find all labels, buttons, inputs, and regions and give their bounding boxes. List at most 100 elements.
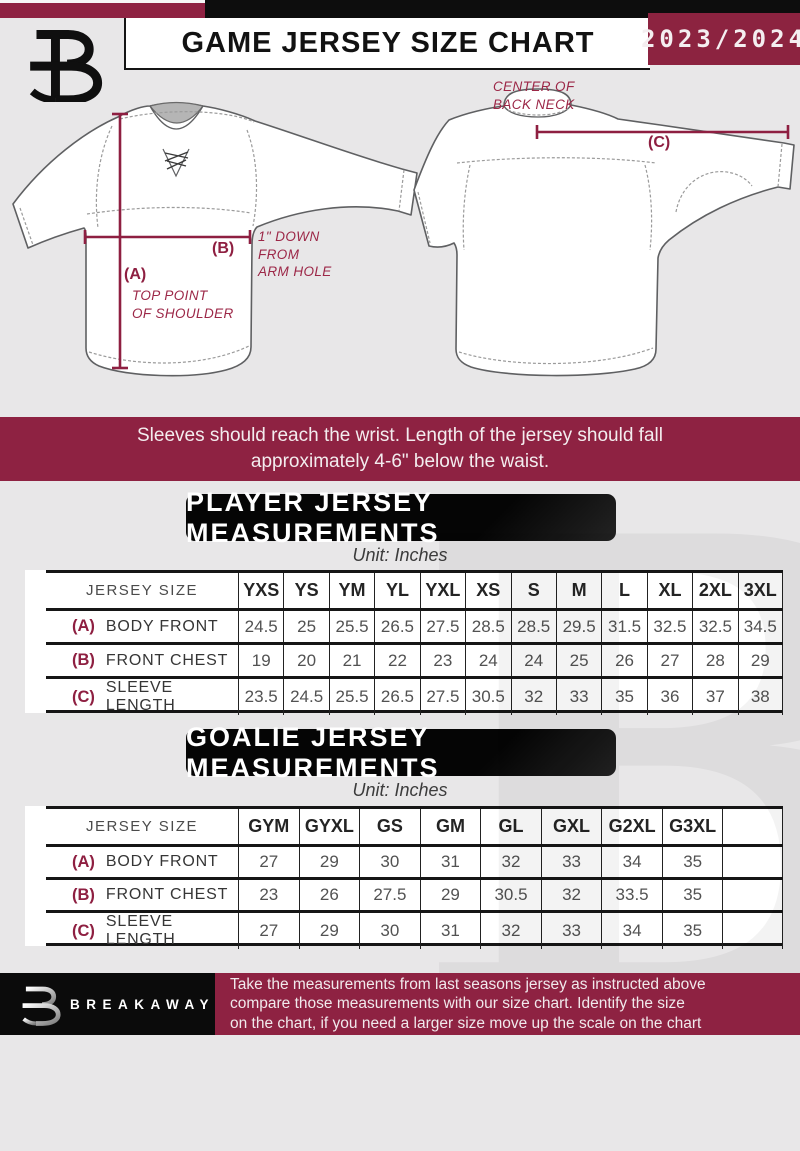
measurement-value: 28.5 [465,611,510,642]
measure-label: FRONT CHEST [105,651,229,669]
measurement-value: 32 [480,913,541,949]
measurement-value: 27 [238,847,299,877]
measurement-value [722,880,783,910]
size-column-header: XL [646,573,692,608]
measurement-value: 34 [601,847,662,877]
measurement-value: 33 [555,679,601,715]
measurement-value: 31.5 [601,611,646,642]
footer-line3: on the chart, if you need a larger size … [230,1014,702,1032]
measurement-value: 29.5 [555,611,601,642]
size-column-header: GYM [238,809,299,844]
measurement-value: 33 [540,913,602,949]
measurement-value: 23.5 [238,679,283,715]
table-header-row: JERSEY SIZE GYM GYXL GS GM GL GXL G2XL G3XL [46,806,783,847]
fit-notice-banner: Sleeves should reach the wrist. Length o… [0,417,800,481]
goalie-table: JERSEY SIZE GYM GYXL GS GM GL GXL G2XL G3XL (A) BO… [25,806,783,949]
player-table: JERSEY SIZE YXS YS YM YL YXL XS S M L XL 2XL 3XL (A) B… [25,570,783,715]
top-strip-maroon [0,3,205,18]
measure-key: (B) [72,651,95,669]
size-column-header: L [601,573,646,608]
fit-notice-line1: Sleeves should reach the wrist. Length o… [137,425,663,446]
jersey-size-header: JERSEY SIZE [85,818,199,835]
measurement-value: 25.5 [328,611,374,642]
measurement-value: 25.5 [328,679,374,715]
measurement-value: 26.5 [374,611,419,642]
size-column-header: YL [374,573,419,608]
page: { "header": { "title": "GAME JERSEY SIZE… [0,0,800,1095]
measurement-value: 29 [419,880,481,910]
measure-label: SLEEVE LENGTH [105,913,176,948]
measurement-value: 21 [328,645,374,676]
front-collar-insert [148,101,205,124]
size-column-header [722,809,783,844]
page-title-box: GAME JERSEY SIZE CHART [124,18,650,70]
goalie-section-banner: GOALIE JERSEY MEASUREMENTS [186,722,616,783]
measure-key: (B) [72,885,95,904]
measure-key: (C) [72,921,95,940]
size-column-header: 2XL [692,573,737,608]
logo-top-bowl [36,30,94,69]
breakaway-footer-logo [22,986,61,1026]
logo-bottom-bowl [30,61,103,102]
front-laces [164,151,189,170]
measurement-value: 28.5 [510,611,556,642]
measurement-value: 29 [737,645,783,676]
measurement-value: 27 [238,913,299,949]
measurement-value: 19 [238,645,283,676]
size-column-header: GYXL [298,809,360,844]
measurement-value: 34.5 [737,611,783,642]
size-column-header: GS [359,809,420,844]
top-strip-white [0,0,205,3]
front-seams [19,111,405,364]
measure-label: FRONT CHEST [105,886,229,903]
front-collar-band [149,105,204,130]
note-center-back-neck: CENTER OF BACK NECK [493,79,575,112]
measurement-value: 26.5 [374,679,419,715]
measurement-value: 30 [359,847,420,877]
label-c: (C) [648,134,671,151]
measurement-value: 27.5 [419,611,465,642]
label-a: (A) [124,266,147,283]
measurement-value: 32.5 [646,611,692,642]
measurement-value: 24.5 [238,611,283,642]
measurement-value: 23 [419,645,465,676]
size-column-header: XS [465,573,510,608]
table-row: (A) BODY FRONT 24.5 25 25.5 26.5 27.5 28.5 28.5 2… [46,611,783,645]
measurement-value: 32 [510,679,556,715]
measurement-value: 29 [298,913,360,949]
measurement-value [722,913,783,949]
size-column-header: YS [283,573,328,608]
size-column-header: G3XL [661,809,723,844]
measurement-value: 35 [661,880,723,910]
measurement-value: 30 [359,913,420,949]
measurement-value: 38 [737,679,783,715]
row-label-cell: (B) FRONT CHEST [46,645,238,676]
measurement-value: 24 [510,645,556,676]
size-column-header: GM [419,809,481,844]
measurement-value [722,847,783,877]
row-label-cell: (A) BODY FRONT [46,847,238,877]
row-label-cell: (C) SLEEVE LENGTH [46,679,238,715]
size-column-header: GL [480,809,541,844]
measurement-value: 20 [283,645,328,676]
measure-key: (A) [72,617,95,635]
jersey-size-header: JERSEY SIZE [85,582,199,599]
brand-name: BREAKAWAY [69,996,215,1012]
measurement-value: 36 [646,679,692,715]
measurement-value: 24 [465,645,510,676]
measurement-value: 28 [692,645,737,676]
size-column-header: 3XL [737,573,783,608]
size-column-header: YXL [419,573,465,608]
size-column-header: YXS [238,573,283,608]
table-header-row: JERSEY SIZE YXS YS YM YL YXL XS S M L XL 2XL 3XL [46,570,783,611]
measurement-value: 31 [419,913,481,949]
footer-line2: compare those measurements with our size… [230,995,685,1013]
breakaway-logo [29,30,103,102]
footer-brand-box: BREAKAWAY [0,973,215,1035]
player-unit-label: Unit: Inches [352,545,448,565]
measurement-value: 30.5 [465,679,510,715]
fit-notice-line2: approximately 4-6" below the waist. [250,451,550,472]
measurement-value: 37 [692,679,737,715]
row-label-cell: (A) BODY FRONT [46,611,238,642]
measure-key: (A) [72,852,95,871]
